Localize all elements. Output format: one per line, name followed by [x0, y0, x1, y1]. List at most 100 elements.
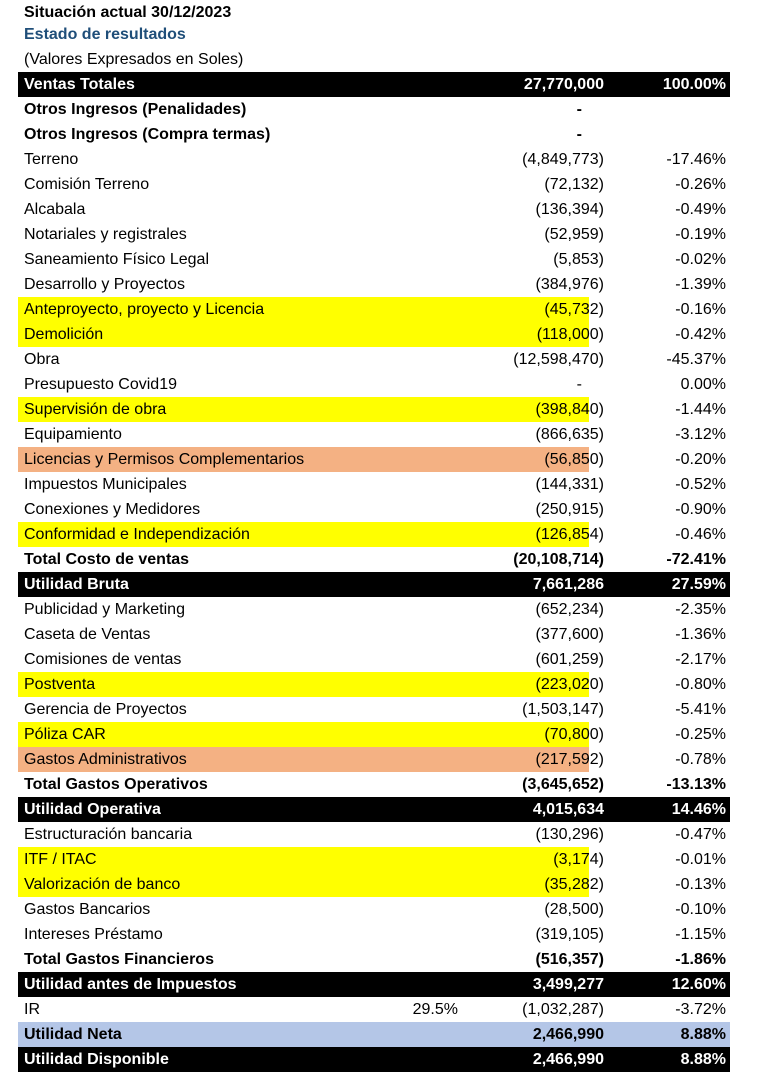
row-amount: (118,000) [536, 326, 604, 343]
row-label: Anteproyecto, proyecto y Licencia [24, 301, 265, 318]
statement-row: Licencias y Permisos Complementarios (56,… [18, 447, 730, 472]
row-percentage: 14.46% [671, 801, 726, 818]
row-percentage: -1.86% [675, 951, 726, 968]
row-percentage: -1.39% [675, 276, 726, 293]
row-amount: (398,840) [535, 401, 605, 418]
statement-row: Supervisión de obra (398,840) -1.44% [18, 397, 730, 422]
row-percentage: 0.00% [680, 376, 726, 393]
statement-row: ITF / ITAC (3,174) -0.01% [18, 847, 730, 872]
row-percentage: -0.52% [675, 476, 726, 493]
row-label: IR [24, 1001, 40, 1018]
row-label: Postventa [24, 676, 96, 693]
row-amount: - [576, 126, 582, 143]
row-amount: (652,234) [535, 601, 605, 618]
statement-row: Total Costo de ventas (20,108,714) -72.41% [18, 547, 730, 572]
row-amount: (35,282) [544, 876, 604, 893]
statement-row: Gastos Administrativos (217,592) -0.78% [18, 747, 730, 772]
yellow-highlight [18, 872, 589, 897]
row-amount: (377,600) [535, 626, 605, 643]
row-percentage: -0.78% [675, 751, 726, 768]
statement-row: Presupuesto Covid19 - 0.00% [18, 372, 730, 397]
row-amount: (144,331) [535, 476, 605, 493]
row-label: Comisión Terreno [24, 176, 150, 193]
row-amount: 4,015,634 [532, 801, 604, 818]
row-percentage: -0.25% [675, 726, 726, 743]
row-label: Total Gastos Operativos [24, 776, 208, 793]
row-amount: (1,032,287) [522, 1001, 604, 1018]
row-label: Desarrollo y Proyectos [24, 276, 185, 293]
row-amount: (217,592) [535, 751, 605, 768]
row-percentage: -17.46% [666, 151, 726, 168]
statement-row: Utilidad Disponible 2,466,990 8.88% [18, 1047, 730, 1072]
statement-row: Intereses Préstamo (319,105) -1.15% [18, 922, 730, 947]
row-label: Saneamiento Físico Legal [24, 251, 209, 268]
row-amount: - [576, 101, 582, 118]
row-amount: (4,849,773) [522, 151, 604, 168]
salmon-highlight [18, 747, 589, 772]
row-percentage: -0.02% [675, 251, 726, 268]
row-label: Total Gastos Financieros [24, 951, 214, 968]
row-label: Gastos Bancarios [24, 901, 151, 918]
row-label: Valorización de banco [24, 876, 181, 893]
yellow-highlight [18, 322, 589, 347]
report-currency-note: (Valores Expresados en Soles) [24, 51, 244, 68]
row-percentage: -0.80% [675, 676, 726, 693]
row-amount: 27,770,000 [523, 76, 604, 93]
statement-row: Valorización de banco (35,282) -0.13% [18, 872, 730, 897]
row-percentage: -1.44% [675, 401, 726, 418]
row-amount: (516,357) [535, 951, 605, 968]
row-label: Licencias y Permisos Complementarios [24, 451, 305, 468]
row-label: Utilidad Operativa [24, 801, 161, 818]
row-percentage: -0.13% [675, 876, 726, 893]
statement-row: Utilidad antes de Impuestos 3,499,277 12.6… [18, 972, 730, 997]
row-label: Impuestos Municipales [24, 476, 187, 493]
row-percentage: -3.12% [675, 426, 726, 443]
yellow-highlight [18, 672, 589, 697]
statement-row: Saneamiento Físico Legal (5,853) -0.02% [18, 247, 730, 272]
row-percentage: -2.35% [675, 601, 726, 618]
statement-row: Otros Ingresos (Penalidades) - [18, 97, 730, 122]
report-date-title: Situación actual 30/12/2023 [24, 4, 232, 21]
yellow-highlight [18, 297, 589, 322]
row-percentage: -0.49% [675, 201, 726, 218]
row-percentage: 100.00% [662, 76, 726, 93]
row-amount: (5,853) [553, 251, 604, 268]
row-label: Conformidad e Independización [24, 526, 250, 543]
row-amount: (20,108,714) [513, 551, 604, 568]
row-label: Conexiones y Medidores [24, 501, 201, 518]
report-title: Estado de resultados [24, 26, 186, 43]
row-amount: (601,259) [535, 651, 605, 668]
row-percentage: -0.19% [675, 226, 726, 243]
row-amount: (3,645,652) [522, 776, 604, 793]
row-amount: 2,466,990 [532, 1051, 604, 1068]
row-label: Total Costo de ventas [24, 551, 190, 568]
statement-row: Gastos Bancarios (28,500) -0.10% [18, 897, 730, 922]
row-percentage: -0.90% [675, 501, 726, 518]
row-label: Obra [24, 351, 60, 368]
statement-row: IR 29.5% (1,032,287) -3.72% [18, 997, 730, 1022]
row-label: Supervisión de obra [24, 401, 167, 418]
statement-row: Total Gastos Operativos (3,645,652) -13.13… [18, 772, 730, 797]
yellow-highlight [18, 522, 589, 547]
row-label: Presupuesto Covid19 [24, 376, 177, 393]
row-label: Utilidad Disponible [24, 1051, 169, 1068]
row-label: Intereses Préstamo [24, 926, 163, 943]
row-percentage: -0.26% [675, 176, 726, 193]
row-percentage: -72.41% [666, 551, 726, 568]
statement-row: Terreno (4,849,773) -17.46% [18, 147, 730, 172]
row-percentage: -1.36% [675, 626, 726, 643]
row-amount: (45,732) [544, 301, 604, 318]
row-percentage: -5.41% [675, 701, 726, 718]
statement-row: Demolición (118,000) -0.42% [18, 322, 730, 347]
statement-row: Otros Ingresos (Compra termas) - [18, 122, 730, 147]
statement-row: Total Gastos Financieros (516,357) -1.86% [18, 947, 730, 972]
row-label: Gerencia de Proyectos [24, 701, 187, 718]
row-amount: (56,850) [544, 451, 604, 468]
row-percentage: -0.20% [675, 451, 726, 468]
row-percentage: -13.13% [666, 776, 726, 793]
row-percentage: -3.72% [675, 1001, 726, 1018]
statement-row: Postventa (223,020) -0.80% [18, 672, 730, 697]
row-percentage: 8.88% [680, 1026, 726, 1043]
statement-row: Utilidad Operativa 4,015,634 14.46% [18, 797, 730, 822]
